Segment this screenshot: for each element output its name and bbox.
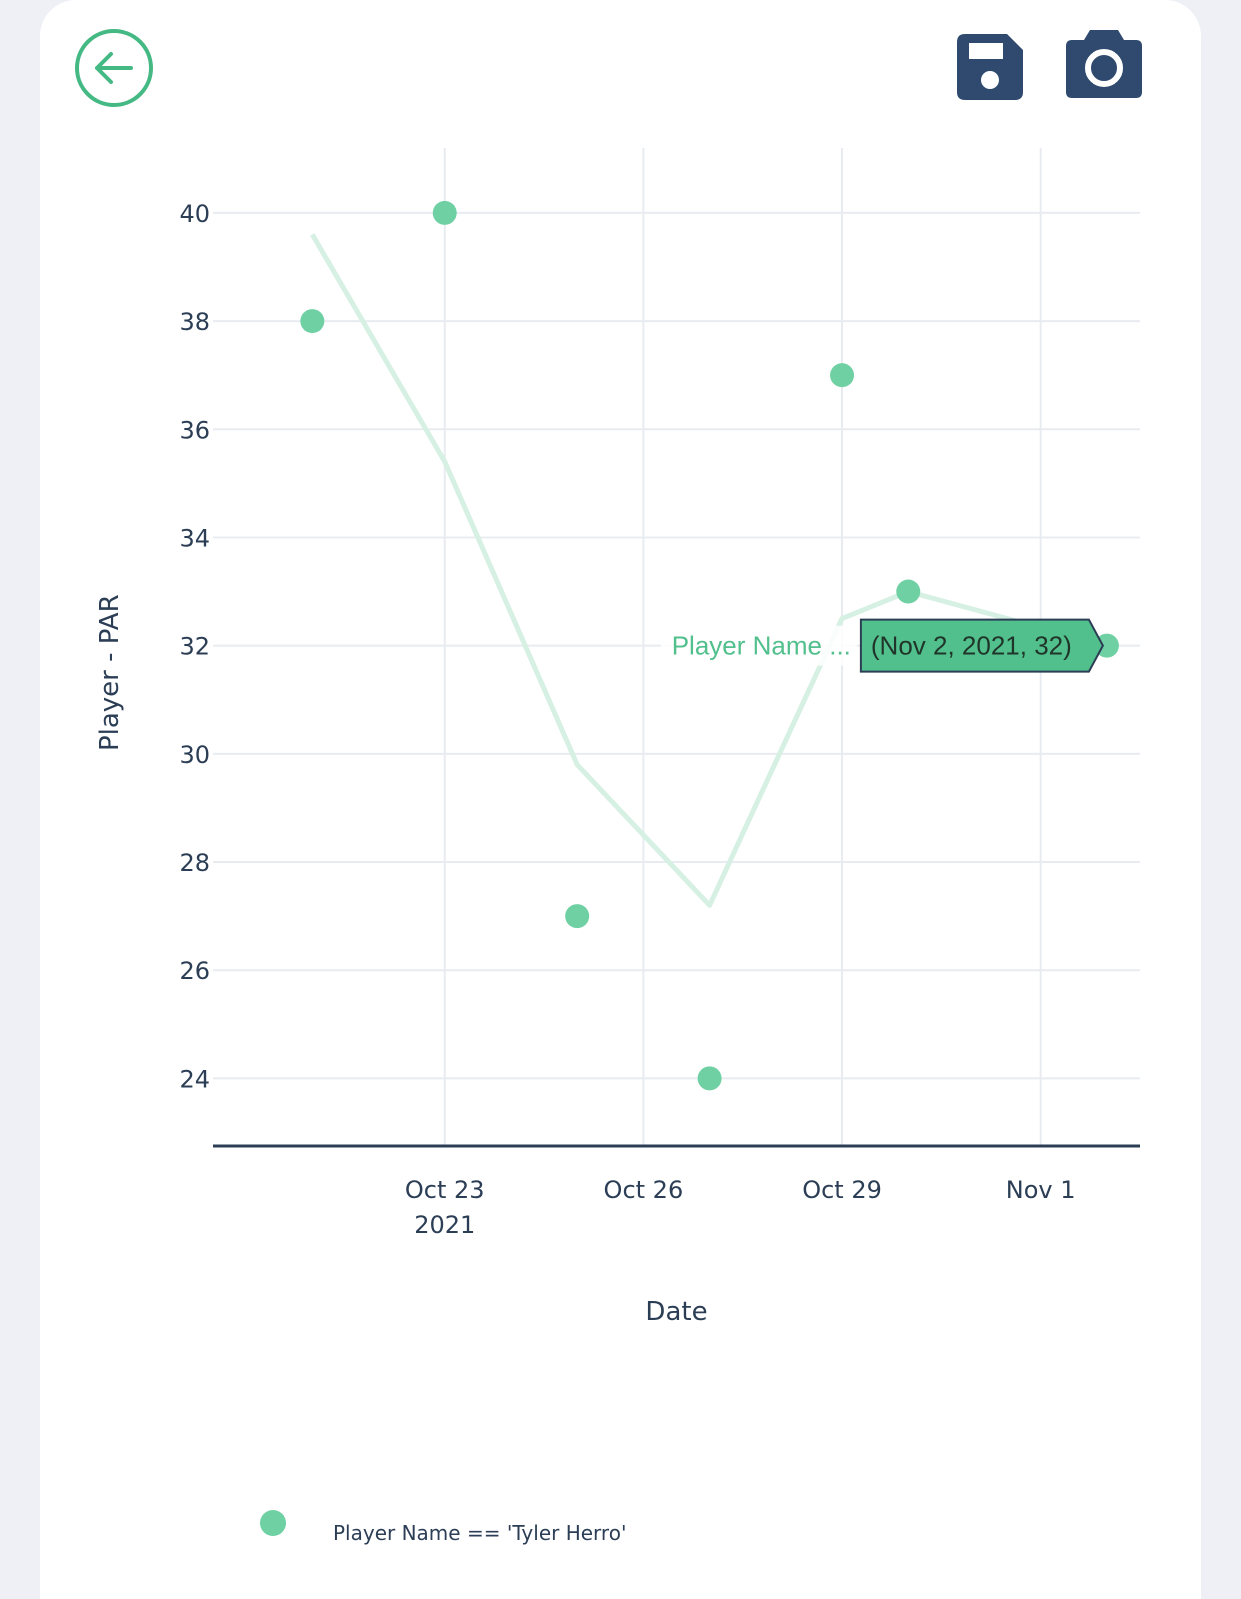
y-tick-label: 36 <box>179 416 210 444</box>
y-tick-label: 26 <box>179 957 210 985</box>
y-tick-label: 34 <box>179 524 210 552</box>
y-tick-label: 24 <box>179 1065 210 1093</box>
y-tick-label: 28 <box>179 849 210 877</box>
y-tick-label: 30 <box>179 741 210 769</box>
series-layer <box>300 200 1119 1091</box>
axes: 24 26 28 30 32 34 36 38 40 Oct 23 2021 Oct 26 Oct 29… <box>179 200 1140 1239</box>
save-button[interactable] <box>957 34 1023 100</box>
x-tick-label: Oct 26 <box>604 1176 684 1204</box>
data-point <box>697 1066 722 1091</box>
data-point <box>896 579 921 604</box>
x-tick-sublabel: 2021 <box>414 1211 475 1239</box>
hover-value-label: (Nov 2, 2021, 32) <box>871 631 1072 661</box>
camera-icon <box>1066 30 1142 98</box>
legend-label[interactable]: Player Name == 'Tyler Herro' <box>333 1521 626 1545</box>
y-axis-title: Player - PAR <box>95 594 125 751</box>
x-tick-label: Nov 1 <box>1006 1176 1076 1204</box>
data-point <box>1094 633 1119 658</box>
data-point <box>432 200 457 225</box>
hover-tooltip: Player Name ... (Nov 2, 2021, 32) <box>660 618 1105 673</box>
y-tick-label: 40 <box>179 200 210 228</box>
x-tick-label: Oct 23 <box>405 1176 485 1204</box>
y-tick-label: 32 <box>179 633 210 661</box>
y-tick-label: 38 <box>179 308 210 336</box>
legend[interactable]: Player Name == 'Tyler Herro' <box>260 1510 626 1545</box>
hover-name-background <box>660 625 857 666</box>
back-button[interactable] <box>75 29 153 107</box>
grid <box>213 148 1140 1146</box>
hover-value-box <box>859 618 1105 673</box>
data-point <box>300 309 325 334</box>
data-point <box>830 363 855 388</box>
x-tick-label: Oct 29 <box>802 1176 882 1204</box>
camera-button[interactable] <box>1066 30 1142 98</box>
trend-line <box>310 233 1108 908</box>
arrow-left-icon <box>95 52 133 84</box>
hover-series-name: Player Name ... <box>672 631 851 661</box>
floppy-disk-icon <box>957 34 1023 100</box>
legend-marker[interactable] <box>260 1510 286 1536</box>
x-axis-title: Date <box>645 1297 707 1327</box>
data-point <box>565 904 590 929</box>
chart-card <box>40 0 1201 1599</box>
